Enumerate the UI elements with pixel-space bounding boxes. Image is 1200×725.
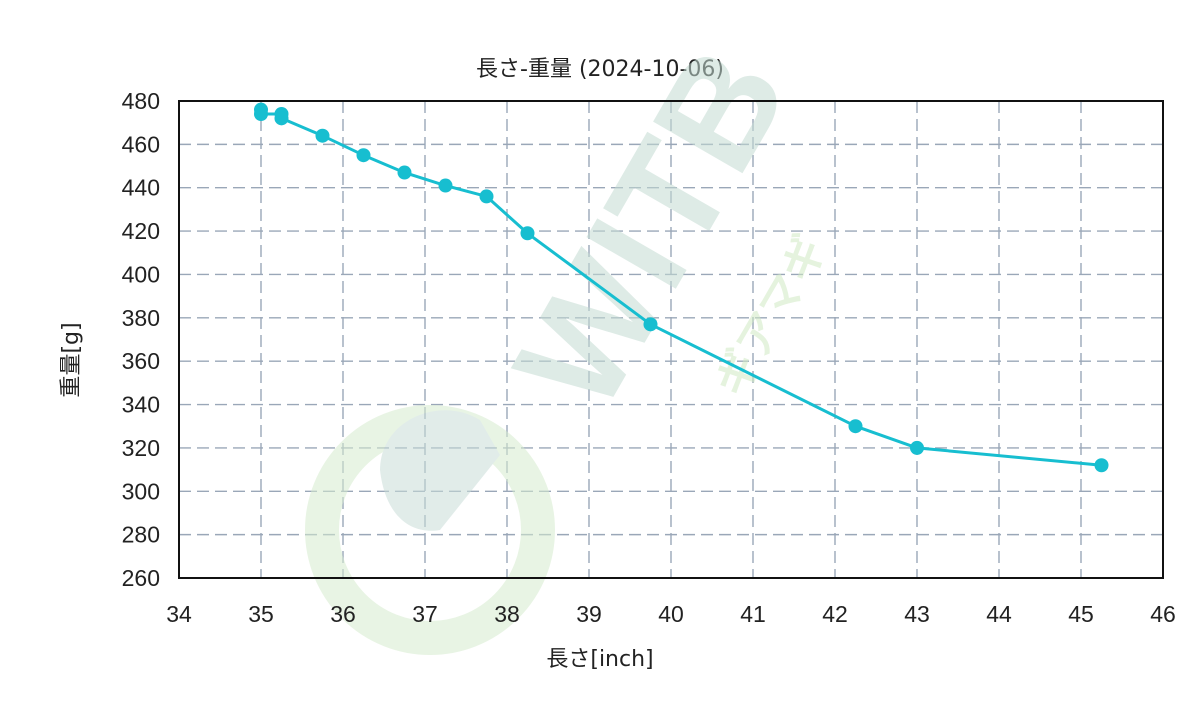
y-tick-label: 400: [122, 261, 160, 287]
y-tick-label: 260: [122, 565, 160, 591]
plot-frame: [178, 100, 1164, 579]
data-point: [479, 189, 494, 204]
x-tick-label: 43: [904, 601, 930, 627]
y-tick-label: 300: [122, 478, 160, 504]
y-tick-label: 440: [122, 175, 160, 201]
data-point: [254, 107, 268, 122]
series-layer: [254, 102, 1109, 473]
y-tick-labels: 260 280 300 320 340 360 380 400 420 440 460 480: [122, 88, 160, 591]
watermark-club-head: [380, 410, 500, 531]
x-tick-label: 35: [248, 601, 274, 627]
data-point: [438, 178, 453, 193]
x-tick-label: 34: [166, 601, 192, 627]
x-tick-label: 39: [576, 601, 602, 627]
y-tick-label: 340: [122, 392, 160, 418]
x-tick-label: 45: [1068, 601, 1094, 627]
x-tick-label: 42: [822, 601, 848, 627]
y-tick-label: 420: [122, 218, 160, 244]
y-tick-label: 280: [122, 522, 160, 548]
x-tick-labels: 34 35 36 37 38 39 40 41 42 43 44 45 46: [166, 601, 1176, 627]
x-tick-label: 46: [1150, 601, 1176, 627]
x-tick-label: 38: [494, 601, 520, 627]
x-tick-label: 37: [412, 601, 438, 627]
data-point: [315, 128, 330, 143]
x-axis-label: 長さ[inch]: [546, 647, 653, 672]
data-point: [520, 226, 535, 241]
watermark-logo: WITB ギアマギ: [305, 20, 838, 655]
data-point: [1094, 458, 1109, 473]
y-tick-label: 460: [122, 131, 160, 157]
chart-title: 長さ-重量 (2024-10-06): [476, 57, 724, 82]
x-tick-label: 44: [986, 601, 1012, 627]
y-tick-label: 380: [122, 305, 160, 331]
x-tick-label: 40: [658, 601, 684, 627]
y-axis-label: 重量[g]: [59, 322, 84, 397]
y-tick-label: 360: [122, 348, 160, 374]
x-tick-label: 36: [330, 601, 356, 627]
watermark-brand: WITB: [482, 20, 819, 436]
data-point: [643, 317, 658, 332]
data-point: [848, 419, 863, 434]
data-point: [274, 111, 289, 126]
x-tick-label: 41: [740, 601, 766, 627]
y-tick-label: 320: [122, 435, 160, 461]
y-tick-label: 480: [122, 88, 160, 114]
data-point: [910, 440, 924, 455]
data-point: [356, 148, 371, 163]
data-point: [397, 165, 412, 180]
